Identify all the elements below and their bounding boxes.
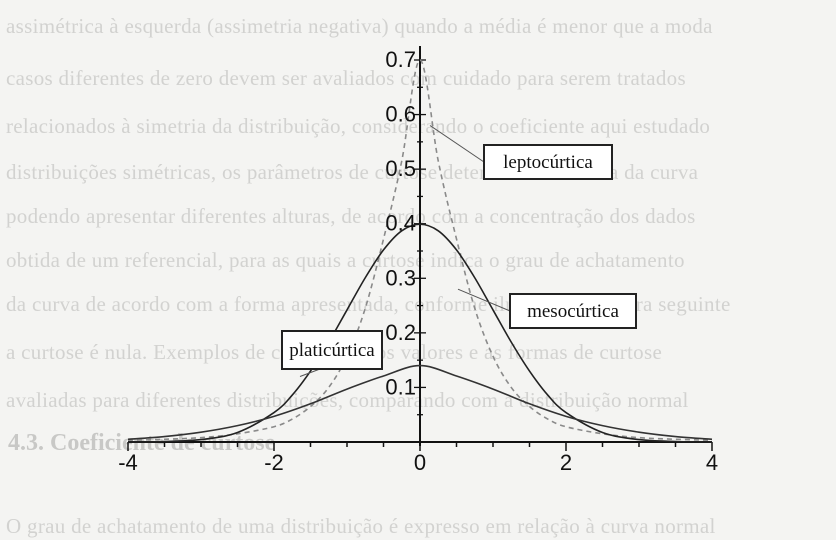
annotation-box xyxy=(281,330,383,370)
series-line-leptocurtica xyxy=(127,59,713,442)
series-line-platicurtica xyxy=(127,364,713,441)
axes xyxy=(127,46,713,451)
annotations: leptocúrtica mesocúrtica platicúrtica xyxy=(281,125,637,377)
x-tick-label: 4 xyxy=(706,450,718,475)
x-tick-label: -4 xyxy=(118,450,138,475)
annotation-mesocurtica: mesocúrtica xyxy=(457,288,637,329)
annotation-leader xyxy=(457,288,511,312)
annotation-label: mesocúrtica xyxy=(527,301,619,322)
x-tick-label: 2 xyxy=(560,450,572,475)
series-lines xyxy=(127,59,713,443)
y-tick-label: 0.1 xyxy=(385,374,416,399)
annotation-box xyxy=(483,144,613,180)
annotation-leptocurtica: leptocúrtica xyxy=(429,125,613,180)
annotation-box xyxy=(509,293,637,329)
annotation-label: platicúrtica xyxy=(289,340,375,361)
annotation-leader xyxy=(299,368,321,377)
annotation-leader xyxy=(429,125,485,163)
y-tick-label: 0.6 xyxy=(385,102,416,127)
y-tick-label: 0.3 xyxy=(385,265,416,290)
x-tick-label: 0 xyxy=(414,450,426,475)
y-tick-label: 0.4 xyxy=(385,211,416,236)
series-line-mesocurtica xyxy=(127,223,713,443)
annotation-label: leptocúrtica xyxy=(503,152,593,173)
y-tick-label: 0.7 xyxy=(385,47,416,72)
y-tick-label: 0.2 xyxy=(385,320,416,345)
tick-labels: -4 -2 0 2 4 0.1 0.2 0.3 0.4 0.5 0.6 0.7 xyxy=(118,47,718,475)
annotation-platicurtica: platicúrtica xyxy=(281,330,383,377)
x-tick-label: -2 xyxy=(264,450,284,475)
y-tick-label: 0.5 xyxy=(385,156,416,181)
